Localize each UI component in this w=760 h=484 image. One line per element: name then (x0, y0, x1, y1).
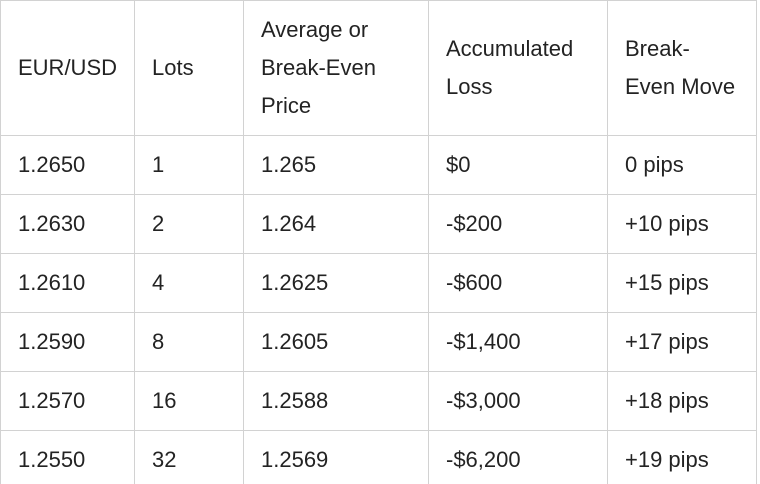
cell-break-even-move: +18 pips (607, 371, 757, 431)
cell-accumulated-loss: -$1,400 (428, 312, 608, 372)
cell-lots: 1 (134, 135, 244, 195)
cell-break-even-move: +15 pips (607, 253, 757, 313)
cell-eur-usd: 1.2550 (0, 430, 135, 484)
cell-break-even-move: +10 pips (607, 194, 757, 254)
cell-average-price: 1.264 (243, 194, 429, 254)
cell-average-price: 1.2588 (243, 371, 429, 431)
cell-break-even-move: +19 pips (607, 430, 757, 484)
cell-average-price: 1.2605 (243, 312, 429, 372)
cell-lots: 32 (134, 430, 244, 484)
column-header-eur-usd: EUR/USD (0, 0, 135, 136)
cell-lots: 16 (134, 371, 244, 431)
column-header-average-break-even-price: Average or Break-Even Price (243, 0, 429, 136)
cell-accumulated-loss: -$3,000 (428, 371, 608, 431)
table-row: 1.2570 16 1.2588 -$3,000 +18 pips (0, 371, 757, 431)
table-row: 1.2610 4 1.2625 -$600 +15 pips (0, 253, 757, 313)
cell-average-price: 1.2569 (243, 430, 429, 484)
cell-lots: 2 (134, 194, 244, 254)
column-header-break-even-move: Break- Even Move (607, 0, 757, 136)
cell-accumulated-loss: $0 (428, 135, 608, 195)
cell-eur-usd: 1.2650 (0, 135, 135, 195)
cell-break-even-move: 0 pips (607, 135, 757, 195)
table-row: 1.2630 2 1.264 -$200 +10 pips (0, 194, 757, 254)
table-row: 1.2590 8 1.2605 -$1,400 +17 pips (0, 312, 757, 372)
cell-lots: 8 (134, 312, 244, 372)
cell-accumulated-loss: -$600 (428, 253, 608, 313)
cell-eur-usd: 1.2630 (0, 194, 135, 254)
cell-eur-usd: 1.2610 (0, 253, 135, 313)
cell-average-price: 1.265 (243, 135, 429, 195)
table-row: 1.2550 32 1.2569 -$6,200 +19 pips (0, 430, 757, 484)
cell-accumulated-loss: -$6,200 (428, 430, 608, 484)
cell-accumulated-loss: -$200 (428, 194, 608, 254)
table-row: 1.2650 1 1.265 $0 0 pips (0, 135, 757, 195)
column-header-accumulated-loss: Accumulated Loss (428, 0, 608, 136)
cell-eur-usd: 1.2590 (0, 312, 135, 372)
header-row: EUR/USD Lots Average or Break-Even Price… (0, 0, 757, 136)
cell-average-price: 1.2625 (243, 253, 429, 313)
column-header-lots: Lots (134, 0, 244, 136)
cell-lots: 4 (134, 253, 244, 313)
cell-break-even-move: +17 pips (607, 312, 757, 372)
cell-eur-usd: 1.2570 (0, 371, 135, 431)
